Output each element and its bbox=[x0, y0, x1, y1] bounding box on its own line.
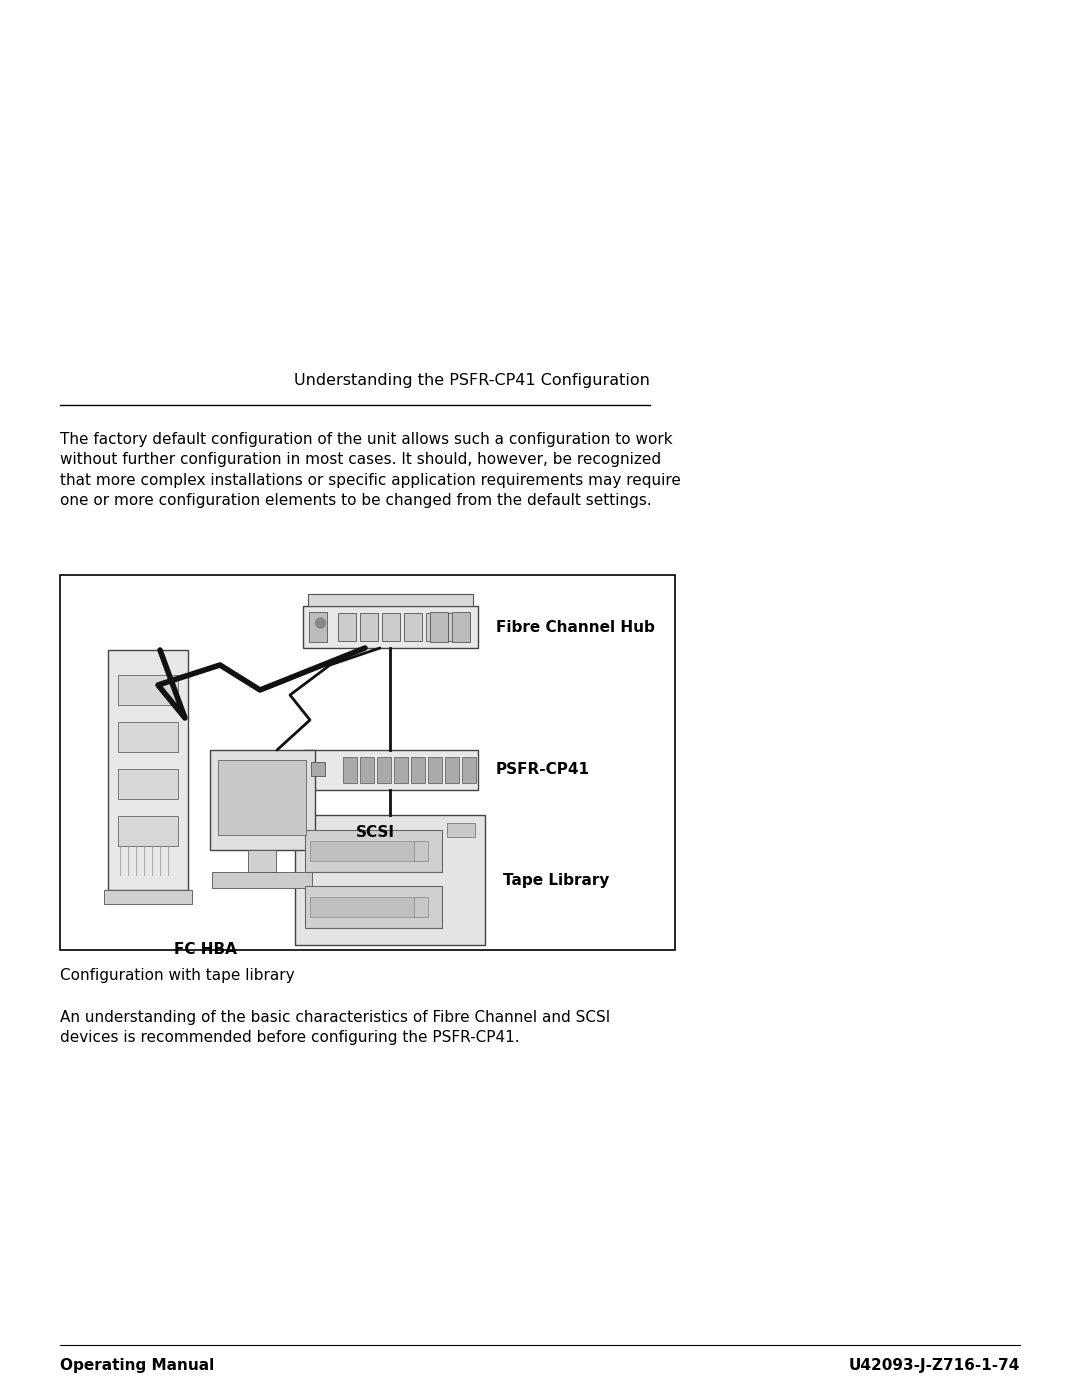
Bar bbox=[310, 841, 424, 861]
Bar bbox=[404, 613, 421, 641]
Bar bbox=[414, 897, 428, 916]
Bar bbox=[342, 757, 356, 782]
Bar bbox=[377, 757, 391, 782]
Text: Operating Manual: Operating Manual bbox=[60, 1358, 214, 1373]
Bar bbox=[445, 757, 459, 782]
Bar bbox=[305, 886, 442, 928]
Text: Understanding the PSFR-CP41 Configuration: Understanding the PSFR-CP41 Configuratio… bbox=[294, 373, 650, 388]
Bar bbox=[447, 613, 465, 641]
Bar bbox=[410, 757, 424, 782]
Bar bbox=[414, 841, 428, 861]
Bar bbox=[461, 757, 475, 782]
Text: U42093-J-Z716-1-74: U42093-J-Z716-1-74 bbox=[849, 1358, 1020, 1373]
Text: The factory default configuration of the unit allows such a configuration to wor: The factory default configuration of the… bbox=[60, 432, 680, 509]
Bar bbox=[118, 722, 178, 752]
Bar bbox=[311, 761, 324, 775]
Bar bbox=[426, 613, 444, 641]
Text: Fibre Channel Hub: Fibre Channel Hub bbox=[496, 619, 654, 634]
Text: Configuration with tape library: Configuration with tape library bbox=[60, 968, 295, 983]
Text: SCSI: SCSI bbox=[355, 826, 394, 840]
Bar bbox=[118, 768, 178, 799]
Bar bbox=[248, 849, 276, 872]
Bar bbox=[360, 757, 374, 782]
Bar bbox=[295, 814, 485, 944]
Bar bbox=[108, 650, 188, 890]
Text: Tape Library: Tape Library bbox=[503, 873, 609, 887]
Text: PSFR-CP41: PSFR-CP41 bbox=[496, 763, 590, 778]
Bar bbox=[212, 872, 312, 888]
Text: An understanding of the basic characteristics of Fibre Channel and SCSI
devices : An understanding of the basic characteri… bbox=[60, 1010, 610, 1045]
Bar bbox=[309, 612, 326, 641]
Bar bbox=[302, 750, 477, 789]
Bar bbox=[305, 830, 442, 872]
Text: FC HBA: FC HBA bbox=[174, 942, 237, 957]
Bar bbox=[310, 897, 424, 916]
Bar bbox=[308, 594, 473, 606]
Bar bbox=[428, 757, 442, 782]
Bar bbox=[210, 750, 314, 849]
Bar bbox=[302, 606, 477, 648]
Bar bbox=[337, 613, 355, 641]
Bar bbox=[393, 757, 407, 782]
Bar bbox=[60, 576, 675, 950]
Bar bbox=[118, 816, 178, 847]
Bar bbox=[118, 675, 178, 705]
Bar bbox=[447, 823, 475, 837]
Bar bbox=[360, 613, 378, 641]
Bar bbox=[381, 613, 400, 641]
Bar bbox=[430, 612, 447, 641]
Bar bbox=[218, 760, 306, 835]
Bar bbox=[104, 890, 192, 904]
Circle shape bbox=[315, 617, 325, 629]
Bar bbox=[451, 612, 470, 641]
